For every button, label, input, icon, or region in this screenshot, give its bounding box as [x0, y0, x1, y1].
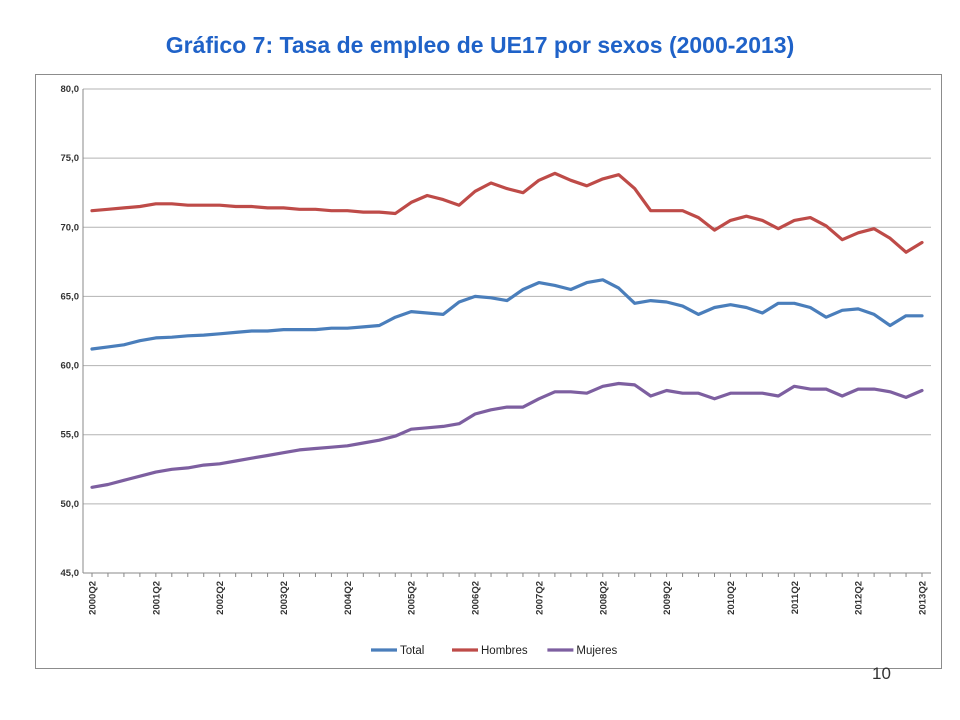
x-tick-label: 2002Q2	[215, 581, 226, 615]
x-tick-label: 2010Q2	[726, 581, 737, 615]
x-tick-label: 2000Q2	[88, 581, 99, 615]
series-line-total	[90, 278, 924, 351]
x-tick-label: 2006Q2	[471, 581, 482, 615]
legend-label-total: Total	[400, 645, 424, 657]
x-tick-label: 2008Q2	[598, 581, 609, 615]
x-tick-label: 2012Q2	[854, 581, 865, 615]
y-tick-label: 70,0	[61, 222, 80, 233]
y-tick-label: 65,0	[61, 291, 80, 302]
x-tick-label: 2011Q2	[790, 581, 801, 614]
series-line-mujeres	[90, 381, 924, 489]
x-tick-label: 2004Q2	[343, 581, 354, 615]
y-tick-label: 60,0	[61, 361, 80, 372]
chart-frame: 45,0 50,0 55,0 60,0 65,0 70,0 75,0 80,0 2000Q2 20…	[35, 74, 942, 669]
series-line-hombres	[90, 171, 924, 254]
x-tick-label: 2009Q2	[662, 581, 673, 615]
y-tick-label: 50,0	[61, 499, 80, 510]
x-tick-label: 2003Q2	[279, 581, 290, 615]
x-tick-label: 2013Q2	[918, 581, 929, 615]
page-number: 10	[872, 664, 891, 683]
legend-label-mujeres: Mujeres	[576, 645, 617, 657]
x-tick-label: 2007Q2	[534, 581, 545, 615]
legend-label-hombres: Hombres	[481, 645, 528, 657]
y-tick-label: 55,0	[61, 430, 80, 441]
x-tick-label: 2005Q2	[407, 581, 418, 615]
chart-title: Gráfico 7: Tasa de empleo de UE17 por se…	[165, 32, 795, 58]
x-tick-label: 2001Q2	[151, 581, 162, 615]
y-tick-label: 75,0	[61, 153, 80, 164]
y-tick-label: 45,0	[61, 568, 80, 579]
y-tick-label: 80,0	[61, 84, 80, 95]
line-chart: 45,0 50,0 55,0 60,0 65,0 70,0 75,0 80,0 2000Q2 20…	[61, 84, 931, 657]
